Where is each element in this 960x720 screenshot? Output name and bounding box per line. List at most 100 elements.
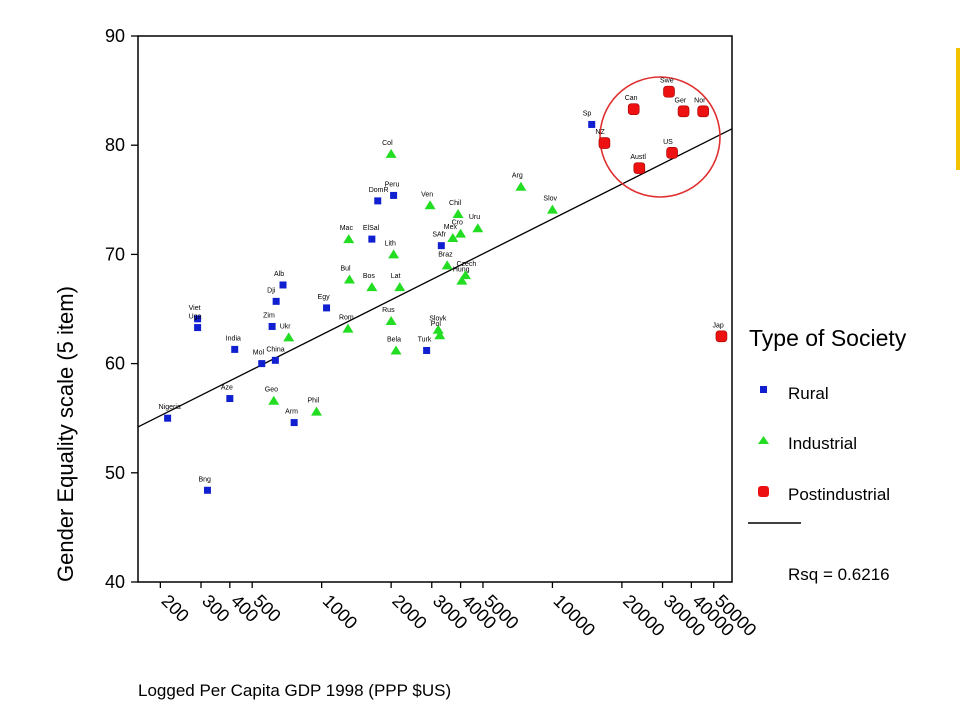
rural-point-safr-label: SAfr <box>432 232 446 239</box>
rural-point-domr <box>374 197 382 205</box>
industrial-point-czech-label: Czech <box>456 261 476 268</box>
industrial-point-ukr-label: Ukr <box>280 323 292 330</box>
industrial-point-uru-label: Uru <box>469 214 480 221</box>
postindustrial-point-nor-label: Nor <box>694 97 706 104</box>
postindustrial-point-can <box>627 103 640 115</box>
industrial-point-phil-label: Phil <box>308 398 320 405</box>
rural-point-uga-label: Uga <box>189 314 202 321</box>
rural-point-bng <box>203 486 211 494</box>
industrial-point-chil <box>452 208 464 218</box>
postindustrial-point-nz-label: NZ <box>595 129 605 136</box>
industrial-point-arg <box>515 181 527 191</box>
postindustrial-highlight-circle <box>599 76 721 198</box>
postindustrial-point-us-label: US <box>663 139 673 146</box>
rural-point-viet <box>194 315 202 323</box>
industrial-point-mac <box>343 234 355 244</box>
industrial-point-lat-label: Lat <box>391 273 401 280</box>
rural-point-turk <box>423 346 431 354</box>
legend-rsq-label: Rsq = 0.6216 <box>788 565 890 584</box>
postindustrial-point-nz <box>598 137 611 149</box>
rural-point-mol-label: Mol <box>253 350 265 357</box>
x-tick-label: 300 <box>198 591 233 626</box>
postindustrial-point-jap <box>715 330 728 343</box>
industrial-point-bos-label: Bos <box>363 273 376 280</box>
rural-point-india <box>231 345 239 353</box>
industrial-point-rus-label: Rus <box>382 307 395 314</box>
industrial-point-cro <box>455 228 467 238</box>
rural-point-sp-label: Sp <box>583 110 592 117</box>
y-tick-label: 80 <box>105 135 125 155</box>
industrial-point-rom <box>342 323 354 333</box>
industrial-point-bul-label: Bul <box>340 266 351 273</box>
industrial-point-bela <box>390 345 402 355</box>
industrial-point-rus <box>385 316 397 326</box>
industrial-point-bela-label: Bela <box>387 336 401 343</box>
industrial-point-geo-label: Geo <box>265 387 278 394</box>
industrial-point-phil <box>311 406 323 416</box>
x-tick-label: 2000 <box>388 591 430 633</box>
postindustrial-point-swe-label: Swe <box>660 78 674 85</box>
rural-point-alb <box>279 281 287 289</box>
rural-point-domr-label: DomR <box>369 187 389 194</box>
legend-postindustrial-label: Postindustrial <box>788 485 890 504</box>
postindustrial-point-jap-label: Jap <box>712 322 723 329</box>
industrial-point-lith <box>388 249 400 259</box>
industrial-point-ven-label: Ven <box>421 191 433 198</box>
rural-point-bng-label: Bng <box>198 476 211 483</box>
industrial-point-hung <box>456 275 468 285</box>
postindustrial-point-us <box>666 147 678 159</box>
accent-bar <box>956 48 960 170</box>
rural-point-peru-label: Peru <box>385 181 400 188</box>
rural-point-china-label: China <box>266 346 284 353</box>
industrial-point-pol <box>434 330 446 340</box>
rural-point-nigeria-label: Nigeria <box>159 404 181 411</box>
industrial-point-hung-label: Hung <box>453 267 470 274</box>
industrial-point-col-label: Col <box>382 140 393 147</box>
industrial-point-braz <box>441 260 453 270</box>
industrial-point-mex-label: Mex <box>444 224 458 231</box>
postindustrial-point-swe <box>663 85 675 98</box>
industrial-point-bul <box>343 274 355 284</box>
rural-point-viet-label: Viet <box>189 305 201 312</box>
rural-point-zim <box>268 322 276 330</box>
y-axis-title: Gender Equality scale (5 item) <box>53 286 78 582</box>
postindustrial-point-austl <box>633 162 646 174</box>
rural-point-aze <box>226 395 234 403</box>
y-tick-label: 70 <box>105 244 125 264</box>
industrial-point-slovk-label: Slovk <box>429 316 447 323</box>
fit-line <box>137 128 733 428</box>
industrial-point-pol-label: Pol <box>431 321 442 328</box>
industrial-point-ven <box>424 200 436 210</box>
rural-point-uga <box>194 324 202 332</box>
y-axis: 40 50 60 70 80 90 <box>105 26 138 592</box>
legend-title: Type of Society <box>749 325 907 351</box>
legend-industrial-label: Industrial <box>788 434 857 453</box>
industrial-point-slov-label: Slov <box>543 196 557 203</box>
industrial-point-mex <box>447 233 459 243</box>
y-tick-label: 60 <box>105 354 125 374</box>
rural-point-peru <box>390 191 398 199</box>
industrial-point-uru <box>472 223 484 233</box>
industrial-point-lat <box>394 282 406 292</box>
industrial-point-lith-label: Lith <box>385 240 396 247</box>
rural-point-egy <box>323 304 331 312</box>
data-points: Nigeria Viet Uga Bng India Aze Mol Zim China Dji A… <box>159 78 728 494</box>
industrial-point-arg-label: Arg <box>512 173 523 180</box>
legend: Type of Society Rural Industrial Postind… <box>748 325 907 584</box>
postindustrial-point-can-label: Can <box>625 95 638 102</box>
x-tick-label: 200 <box>158 591 193 626</box>
rural-point-dji <box>272 297 280 305</box>
plot-area <box>137 35 733 583</box>
rural-point-nigeria <box>164 414 172 422</box>
rural-point-egy-label: Egy <box>318 294 331 301</box>
x-axis-title: Logged Per Capita GDP 1998 (PPP $US) <box>138 681 451 700</box>
rural-point-sp <box>588 120 596 128</box>
rural-point-arm <box>290 419 298 427</box>
legend-rural-marker <box>760 386 767 393</box>
rural-point-turk-label: Turk <box>418 336 432 343</box>
rural-point-arm-label: Arm <box>285 409 298 416</box>
industrial-point-cro-label: Cro <box>452 220 463 227</box>
rural-point-dji-label: Dji <box>267 287 276 294</box>
rural-point-elsal-label: ElSal <box>363 225 380 232</box>
